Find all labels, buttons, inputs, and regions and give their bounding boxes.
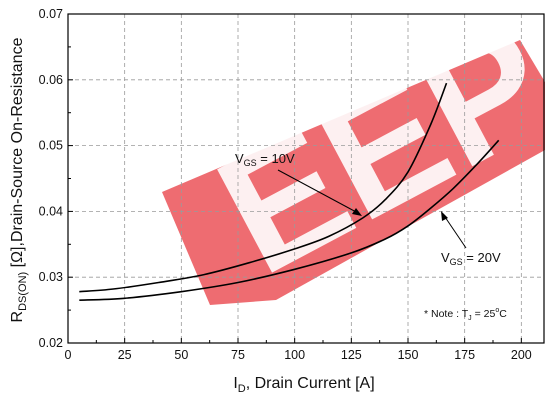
y-axis-label-main: R (9, 311, 26, 323)
x-axis-label-main: I (233, 375, 237, 392)
y-tick-label: 0.05 (39, 139, 63, 153)
x-ticks: 0 25 50 75 100 125 150 175 200 (65, 338, 532, 362)
y-tick-label: 0.07 (39, 7, 63, 21)
y-ticks: 0.02 0.03 0.04 0.05 0.06 0.07 (39, 7, 73, 350)
note-prefix: * Note : T (424, 308, 469, 320)
x-tick-label: 0 (65, 348, 72, 362)
x-tick-label: 200 (511, 348, 532, 362)
vgs20-label: VGS = 20V (441, 250, 501, 267)
x-tick-label: 25 (118, 348, 132, 362)
vgs20-sub: GS (450, 257, 463, 267)
vgs10-suffix: = 10V (257, 151, 295, 166)
x-axis-label: ID, Drain Current [A] (233, 375, 374, 394)
x-tick-label: 100 (284, 348, 305, 362)
vgs10-arrowhead (352, 208, 362, 216)
vgs20-suffix: = 20V (463, 250, 501, 265)
x-tick-label: 75 (231, 348, 245, 362)
y-tick-label: 0.02 (39, 336, 63, 350)
vgs10-label: VGS = 10V (235, 151, 295, 168)
note-suffix: C (499, 308, 507, 320)
y-axis-label-rest: [Ω],Drain-Source On-Resistance (9, 37, 26, 271)
y-axis-label-sub: DS(ON) (17, 272, 29, 311)
vgs10-arrow (277, 169, 359, 214)
vgs20-arrowhead (441, 211, 448, 221)
y-tick-label: 0.03 (39, 270, 63, 284)
y-tick-label: 0.06 (39, 73, 63, 87)
note-mid: = 25 (472, 308, 496, 320)
vgs20-arrow (442, 213, 467, 249)
note-label: * Note : TJ = 25oC (424, 307, 507, 322)
series-layer (79, 82, 500, 301)
x-axis-label-sub: D (238, 383, 246, 394)
note-sup: o (495, 307, 499, 314)
x-tick-label: 50 (174, 348, 188, 362)
watermark-band (162, 40, 545, 305)
note-sub: J (468, 315, 472, 322)
vgs10-sub: GS (244, 158, 257, 168)
y-axis-label: RDS(ON) [Ω],Drain-Source On-Resistance (9, 37, 29, 322)
x-tick-label: 175 (454, 348, 475, 362)
vgs10-prefix: V (235, 151, 244, 166)
x-tick-label: 125 (341, 348, 362, 362)
x-tick-label: 150 (398, 348, 419, 362)
x-axis-label-rest: , Drain Current [A] (246, 375, 375, 392)
vgs20-prefix: V (441, 250, 450, 265)
series-line-vgs-20v (79, 139, 500, 301)
series-line-vgs-10v (79, 82, 448, 293)
y-tick-label: 0.04 (39, 204, 63, 218)
